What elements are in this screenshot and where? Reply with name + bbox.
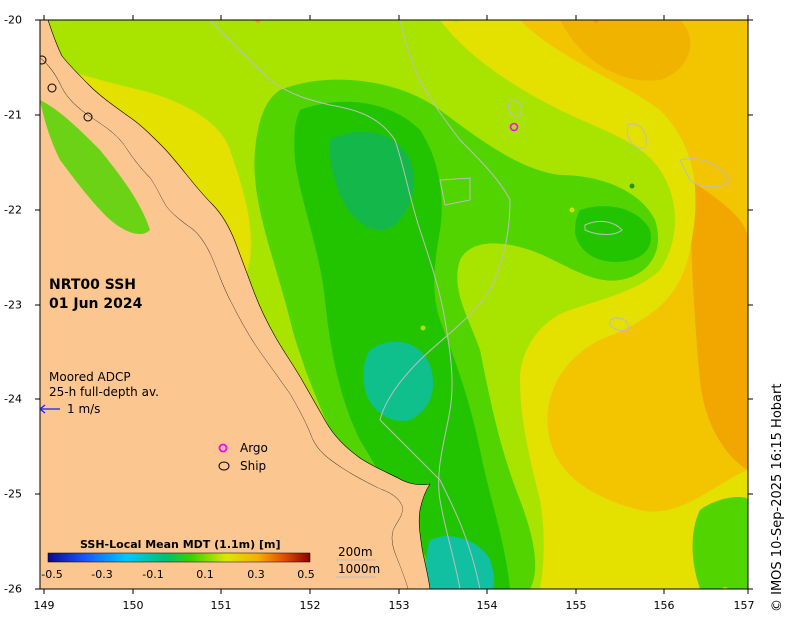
x-tick-label: 156: [653, 599, 675, 612]
x-tick-label: 155: [565, 599, 587, 612]
map-title: NRT00 SSH: [49, 277, 137, 293]
map-date: 01 Jun 2024: [49, 296, 143, 312]
colorbar-tick: 0.1: [196, 568, 214, 581]
ssh-field-orange-north: [560, 20, 691, 81]
adcp-mooring[interactable]: [593, 17, 599, 23]
y-tick-label: -26: [4, 582, 22, 596]
y-tick-label: -23: [4, 298, 22, 312]
ship-marker[interactable]: [83, 112, 93, 122]
colorbar-tick: -0.1: [142, 568, 164, 581]
adcp-label-line1: Moored ADCP: [49, 370, 131, 384]
x-tick-label: 151: [210, 599, 232, 612]
depth-legend-200: 200m: [338, 545, 373, 559]
colorbar-tick: 0.3: [247, 568, 265, 581]
tick-marks: [35, 15, 753, 594]
reef-contours: [439, 99, 731, 331]
adcp-mooring[interactable]: [255, 17, 261, 23]
adcp-mooring[interactable]: [453, 17, 459, 23]
ship-marker[interactable]: [38, 55, 47, 65]
ssh-field-orange-east: [690, 180, 748, 470]
credit-text: © IMOS 10-Sep-2025 16:15 Hobart: [770, 383, 785, 612]
argo-float-marker[interactable]: [509, 122, 519, 132]
y-tick-label: -21: [4, 108, 22, 122]
colorbar-tick: -0.3: [91, 568, 113, 581]
y-tick-label: -24: [4, 392, 22, 406]
colorbar: [47, 552, 311, 563]
x-tick-label: 152: [299, 599, 321, 612]
x-tick-label: 149: [33, 599, 55, 612]
colorbar-title: SSH-Local Mean MDT (1.1m) [m]: [80, 538, 281, 551]
adcp-mooring[interactable]: [722, 587, 728, 593]
land-mass: [40, 20, 431, 589]
ship-marker[interactable]: [47, 83, 57, 93]
ssh-field-teal-north: [329, 131, 415, 231]
land-interior: [40, 58, 408, 589]
argo-legend-label: Argo: [240, 441, 268, 455]
adcp-label-line2: 25-h full-depth av.: [49, 385, 159, 399]
argo-legend-icon: [218, 443, 228, 453]
ship-legend-icon: [218, 461, 230, 471]
y-tick-label: -22: [4, 203, 22, 217]
x-tick-label: 153: [388, 599, 410, 612]
depth-contour-200: [209, 20, 461, 589]
x-tick-label: 150: [122, 599, 144, 612]
colorbar-tick: -0.5: [41, 568, 63, 581]
x-tick-label: 154: [476, 599, 498, 612]
y-tick-label: -20: [4, 13, 22, 27]
adcp-mooring[interactable]: [420, 325, 426, 331]
depth-legend-1000: 1000m: [338, 562, 381, 576]
y-tick-label: -25: [4, 487, 22, 501]
adcp-scale-arrow: [39, 404, 60, 414]
depth-contour-1000: [379, 20, 511, 589]
adcp-scale-label: 1 m/s: [67, 402, 101, 416]
coastal-fringe: [40, 100, 150, 235]
adcp-mooring[interactable]: [569, 207, 575, 213]
adcp-mooring[interactable]: [629, 183, 635, 189]
ssh-field-teal-mid: [363, 341, 434, 421]
colorbar-tick: 0.5: [297, 568, 315, 581]
x-tick-label: 157: [733, 599, 755, 612]
ship-legend-label: Ship: [240, 459, 267, 473]
ssh-field-green-se: [692, 497, 748, 589]
